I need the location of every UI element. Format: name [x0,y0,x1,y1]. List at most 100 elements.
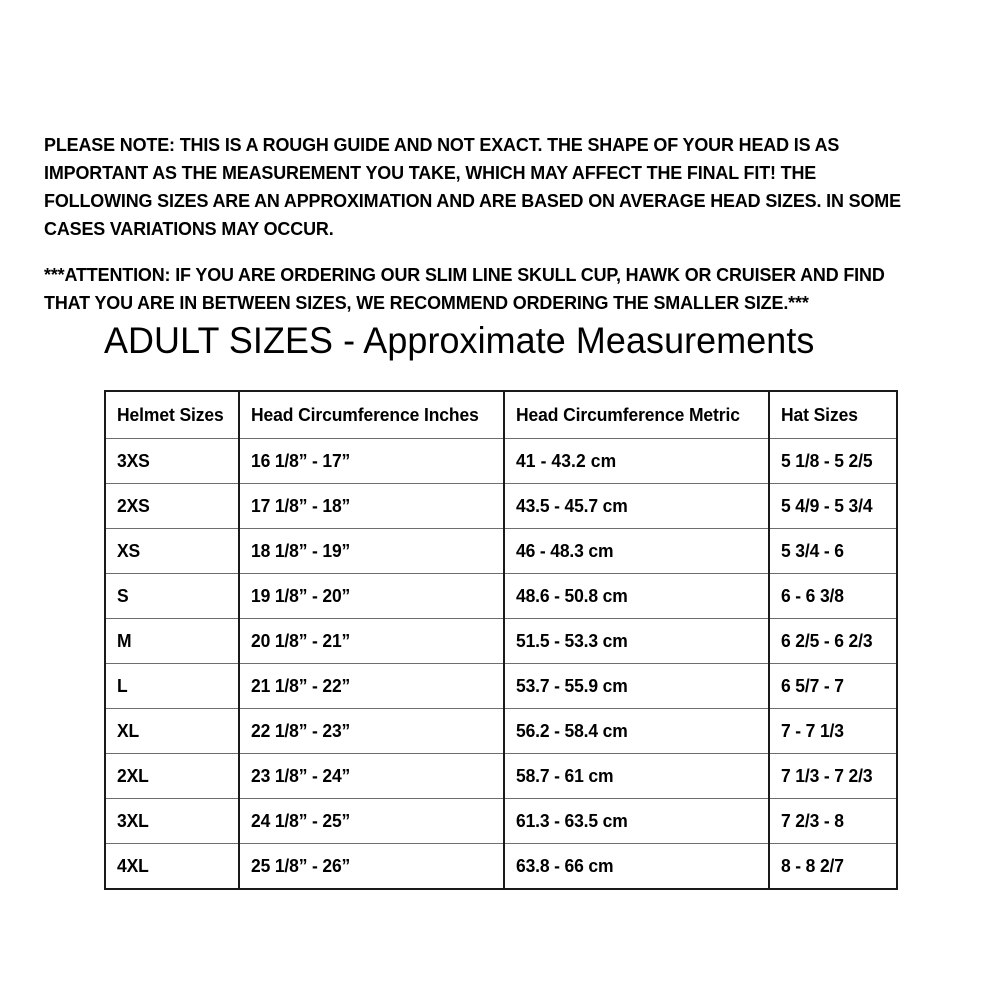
cell-inches: 19 1/8” - 20” [239,573,505,619]
cell-inches-value: 23 1/8” - 24” [251,765,351,786]
cell-hat-size: 7 2/3 - 8 [769,798,897,844]
table-row: M 20 1/8” - 21” 51.5 - 53.3 cm 6 2/5 - 6… [105,618,897,664]
cell-inches: 17 1/8” - 18” [239,483,505,529]
cell-metric-value: 43.5 - 45.7 cm [516,495,628,516]
cell-inches-value: 21 1/8” - 22” [251,675,351,696]
cell-inches: 25 1/8” - 26” [239,843,505,889]
column-header-head-circumference-metric-label: Head Circumference Metric [516,404,740,425]
cell-metric-value: 61.3 - 63.5 cm [516,810,628,831]
cell-metric-value: 46 - 48.3 cm [516,540,614,561]
cell-inches-value: 16 1/8” - 17” [251,450,351,471]
cell-helmet-size: M [105,618,240,664]
size-table-container: Helmet Sizes Head Circumference Inches H… [104,390,898,890]
column-header-hat-sizes-label: Hat Sizes [781,404,858,425]
cell-inches: 20 1/8” - 21” [239,618,505,664]
cell-inches-value: 24 1/8” - 25” [251,810,351,831]
cell-inches-value: 18 1/8” - 19” [251,540,351,561]
table-row: XL 22 1/8” - 23” 56.2 - 58.4 cm 7 - 7 1/… [105,708,897,754]
cell-helmet-size: 3XS [105,438,240,484]
cell-helmet-size: 4XL [105,843,240,889]
cell-hat-size: 5 3/4 - 6 [769,528,897,574]
cell-helmet-size: 2XS [105,483,240,529]
cell-helmet-size-value: S [117,585,129,606]
cell-helmet-size-value: XS [117,540,141,561]
cell-helmet-size-value: M [117,630,132,651]
table-row: L 21 1/8” - 22” 53.7 - 55.9 cm 6 5/7 - 7 [105,663,897,709]
cell-metric-value: 58.7 - 61 cm [516,765,614,786]
cell-helmet-size-value: L [117,675,128,696]
table-row: XS 18 1/8” - 19” 46 - 48.3 cm 5 3/4 - 6 [105,528,897,574]
cell-metric-value: 53.7 - 55.9 cm [516,675,628,696]
cell-metric-value: 51.5 - 53.3 cm [516,630,628,651]
table-row: 3XL 24 1/8” - 25” 61.3 - 63.5 cm 7 2/3 -… [105,798,897,844]
cell-hat-size: 7 - 7 1/3 [769,708,897,754]
cell-metric: 58.7 - 61 cm [504,753,770,799]
intro-notes: PLEASE NOTE: THIS IS A ROUGH GUIDE AND N… [44,112,956,336]
cell-hat-size-value: 7 - 7 1/3 [781,720,844,741]
column-header-hat-sizes: Hat Sizes [769,391,897,439]
cell-inches-value: 25 1/8” - 26” [251,855,351,876]
table-row: 2XS 17 1/8” - 18” 43.5 - 45.7 cm 5 4/9 -… [105,483,897,529]
cell-helmet-size-value: 2XS [117,495,150,516]
cell-helmet-size-value: 3XS [117,450,150,471]
table-row: 3XS 16 1/8” - 17” 41 - 43.2 cm 5 1/8 - 5… [105,438,897,484]
cell-hat-size: 7 1/3 - 7 2/3 [769,753,897,799]
cell-inches: 16 1/8” - 17” [239,438,505,484]
cell-helmet-size: S [105,573,240,619]
cell-hat-size-value: 6 2/5 - 6 2/3 [781,630,873,651]
column-header-helmet-sizes-label: Helmet Sizes [117,404,224,425]
cell-inches: 24 1/8” - 25” [239,798,505,844]
cell-hat-size-value: 6 5/7 - 7 [781,675,844,696]
table-row: 4XL 25 1/8” - 26” 63.8 - 66 cm 8 - 8 2/7 [105,843,897,890]
cell-inches-value: 22 1/8” - 23” [251,720,351,741]
cell-inches: 21 1/8” - 22” [239,663,505,709]
column-header-head-circumference-inches-label: Head Circumference Inches [251,404,479,425]
cell-metric: 46 - 48.3 cm [504,528,770,574]
cell-metric: 56.2 - 58.4 cm [504,708,770,754]
adult-sizes-table: Helmet Sizes Head Circumference Inches H… [104,390,898,890]
cell-helmet-size-value: 3XL [117,810,149,831]
cell-metric: 61.3 - 63.5 cm [504,798,770,844]
cell-hat-size-value: 7 2/3 - 8 [781,810,844,831]
cell-helmet-size: 2XL [105,753,240,799]
cell-hat-size-value: 8 - 8 2/7 [781,855,844,876]
cell-hat-size-value: 7 1/3 - 7 2/3 [781,765,873,786]
cell-helmet-size: XL [105,708,240,754]
cell-metric-value: 41 - 43.2 cm [516,450,617,471]
note-paragraph-general: PLEASE NOTE: THIS IS A ROUGH GUIDE AND N… [44,133,901,239]
cell-inches-value: 20 1/8” - 21” [251,630,351,651]
note-paragraph-attention: ***ATTENTION: IF YOU ARE ORDERING OUR SL… [44,264,885,314]
cell-helmet-size-value: 2XL [117,765,149,786]
table-row: S 19 1/8” - 20” 48.6 - 50.8 cm 6 - 6 3/8 [105,573,897,619]
cell-hat-size-value: 5 4/9 - 5 3/4 [781,495,873,516]
cell-metric: 51.5 - 53.3 cm [504,618,770,664]
cell-hat-size-value: 6 - 6 3/8 [781,585,844,606]
column-header-head-circumference-metric: Head Circumference Metric [504,391,770,439]
cell-inches-value: 17 1/8” - 18” [251,495,351,516]
table-header: Helmet Sizes Head Circumference Inches H… [105,391,897,439]
cell-metric-value: 63.8 - 66 cm [516,855,614,876]
column-header-helmet-sizes: Helmet Sizes [105,391,240,439]
page-title: ADULT SIZES - Approximate Measurements [104,320,815,361]
table-row: 2XL 23 1/8” - 24” 58.7 - 61 cm 7 1/3 - 7… [105,753,897,799]
table-header-row: Helmet Sizes Head Circumference Inches H… [105,391,897,439]
cell-hat-size-value: 5 1/8 - 5 2/5 [781,450,873,471]
cell-metric-value: 56.2 - 58.4 cm [516,720,628,741]
table-body: 3XS 16 1/8” - 17” 41 - 43.2 cm 5 1/8 - 5… [105,438,897,890]
cell-hat-size: 8 - 8 2/7 [769,844,897,890]
cell-hat-size: 6 - 6 3/8 [769,573,897,619]
cell-helmet-size: XS [105,528,240,574]
cell-helmet-size-value: XL [117,720,140,741]
cell-metric-value: 48.6 - 50.8 cm [516,585,628,606]
cell-inches: 18 1/8” - 19” [239,528,505,574]
cell-helmet-size: L [105,663,240,709]
cell-inches-value: 19 1/8” - 20” [251,585,351,606]
cell-helmet-size: 3XL [105,798,240,844]
cell-metric: 48.6 - 50.8 cm [504,573,770,619]
cell-hat-size: 6 2/5 - 6 2/3 [769,618,897,664]
cell-hat-size: 5 4/9 - 5 3/4 [769,483,897,529]
cell-inches: 23 1/8” - 24” [239,753,505,799]
cell-metric: 53.7 - 55.9 cm [504,663,770,709]
column-header-head-circumference-inches: Head Circumference Inches [239,391,505,439]
